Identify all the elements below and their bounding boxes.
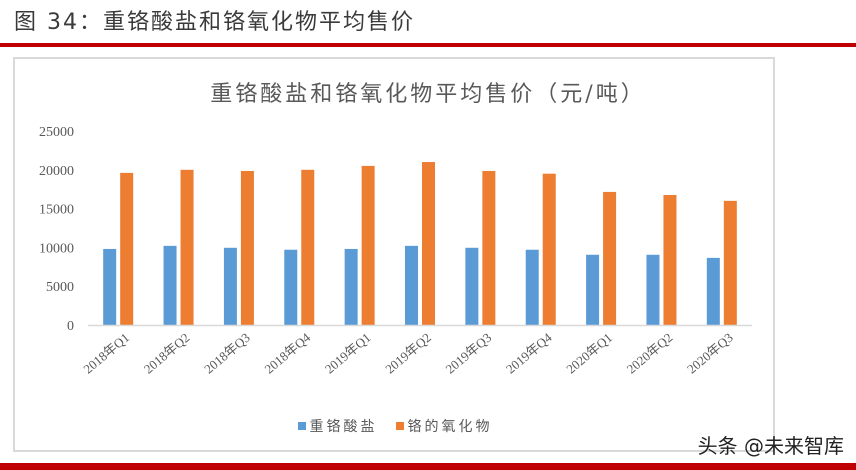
legend-swatch-orange-icon: [395, 422, 404, 430]
chart-legend: 重铬酸盐 铬的氧化物: [0, 416, 790, 436]
watermark: 头条 @未来智库: [697, 434, 844, 458]
y-tick-label: 10000: [39, 241, 74, 256]
bar-chromium-oxide: [301, 169, 315, 325]
bar-dichromate: [706, 257, 720, 325]
x-tick-label: 2020年Q1: [563, 330, 615, 377]
y-tick-label: 5000: [46, 280, 74, 295]
chart-frame: [13, 57, 775, 452]
chart-title: 重铬酸盐和铬氧化物平均售价（元/吨）: [210, 82, 646, 107]
bar-chromium-oxide: [422, 162, 435, 325]
x-tick-label: 2018年Q3: [201, 330, 253, 377]
x-tick-label: 2020年Q2: [624, 330, 676, 377]
legend-label-chromium-oxide: 铬的氧化物: [407, 419, 493, 435]
top-red-rule: [0, 43, 856, 47]
x-tick-label: 2019年Q2: [382, 330, 434, 377]
bottom-red-rule: [0, 463, 856, 470]
bar-dichromate: [344, 248, 358, 325]
bar-chromium-oxide: [240, 170, 254, 325]
x-tick-label: 2020年Q3: [684, 330, 736, 377]
bar-dichromate: [586, 254, 600, 325]
legend-item-chromium-oxide: 铬的氧化物: [395, 416, 493, 436]
x-tick-label: 2019年Q3: [443, 330, 495, 377]
bar-chromium-oxide: [603, 191, 617, 325]
bar-dichromate: [103, 248, 117, 325]
x-tick-label: 2019年Q4: [503, 329, 555, 376]
bar-dichromate: [405, 245, 418, 325]
bar-dichromate: [223, 247, 237, 325]
legend-item-dichromate: 重铬酸盐: [297, 416, 378, 436]
bar-chromium-oxide: [723, 200, 737, 325]
bar-dichromate: [465, 247, 479, 325]
bar-chromium-oxide: [361, 165, 375, 325]
y-tick-label: 15000: [39, 203, 74, 218]
bar-dichromate: [163, 245, 177, 325]
x-tick-label: 2018年Q4: [262, 329, 314, 376]
x-tick-label: 2019年Q1: [322, 330, 374, 377]
y-tick-label: 20000: [39, 164, 74, 179]
y-tick-label: 0: [67, 319, 74, 334]
figure-caption: 图 34：重铬酸盐和铬氧化物平均售价: [14, 10, 415, 35]
bar-chromium-oxide: [542, 173, 556, 325]
bar-chromium-oxide: [120, 172, 134, 325]
bar-chromium-oxide: [180, 169, 194, 325]
x-tick-label: 2018年Q2: [141, 330, 193, 377]
bar-dichromate: [284, 249, 298, 325]
legend-label-dichromate: 重铬酸盐: [309, 419, 378, 435]
bar-dichromate: [525, 249, 539, 325]
legend-swatch-blue-icon: [297, 422, 306, 430]
y-tick-label: 25000: [39, 125, 74, 140]
x-tick-label: 2018年Q1: [80, 330, 132, 377]
bar-chromium-oxide: [663, 195, 677, 325]
bar-dichromate: [646, 254, 660, 325]
bar-chromium-oxide: [482, 170, 496, 325]
